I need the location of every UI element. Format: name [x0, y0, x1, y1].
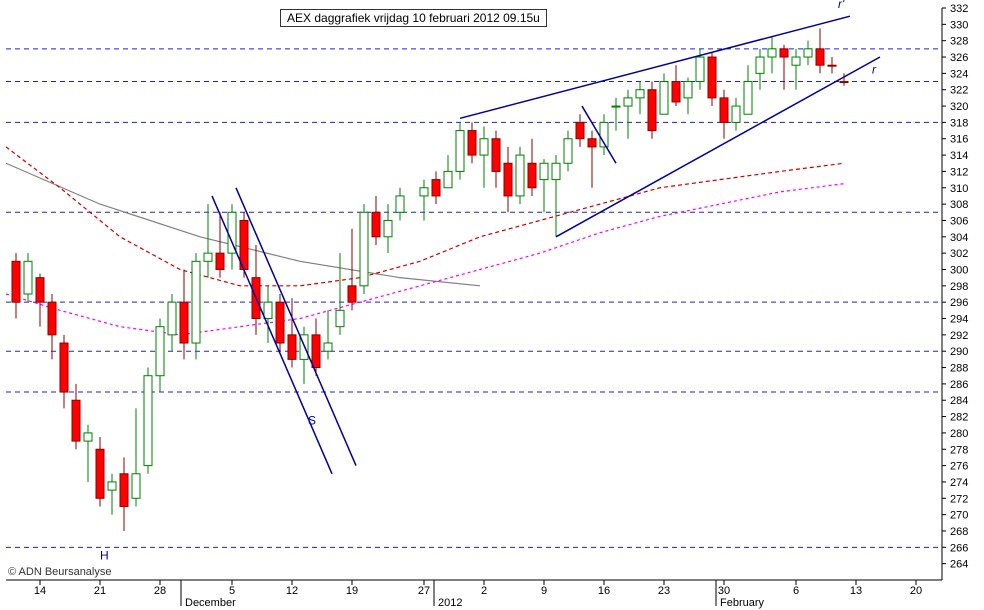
- svg-text:276: 276: [950, 461, 968, 473]
- svg-text:332: 332: [950, 3, 968, 15]
- svg-text:27: 27: [418, 585, 430, 597]
- svg-text:286: 286: [950, 379, 968, 391]
- svg-text:274: 274: [950, 477, 968, 489]
- svg-text:314: 314: [950, 150, 968, 162]
- svg-text:December: December: [185, 597, 236, 609]
- svg-text:264: 264: [950, 559, 968, 571]
- svg-text:278: 278: [950, 444, 968, 456]
- svg-text:2012: 2012: [438, 597, 462, 609]
- svg-text:5: 5: [229, 585, 235, 597]
- svg-text:330: 330: [950, 19, 968, 31]
- svg-text:19: 19: [346, 585, 358, 597]
- svg-text:13: 13: [850, 585, 862, 597]
- svg-text:268: 268: [950, 526, 968, 538]
- svg-text:23: 23: [658, 585, 670, 597]
- svg-text:266: 266: [950, 542, 968, 554]
- svg-text:282: 282: [950, 412, 968, 424]
- svg-text:300: 300: [950, 264, 968, 276]
- svg-text:304: 304: [950, 232, 968, 244]
- svg-text:326: 326: [950, 52, 968, 64]
- svg-text:294: 294: [950, 314, 968, 326]
- svg-text:292: 292: [950, 330, 968, 342]
- svg-text:28: 28: [154, 585, 166, 597]
- svg-text:272: 272: [950, 493, 968, 505]
- svg-text:302: 302: [950, 248, 968, 260]
- svg-text:320: 320: [950, 101, 968, 113]
- svg-text:318: 318: [950, 117, 968, 129]
- svg-text:328: 328: [950, 36, 968, 48]
- svg-text:322: 322: [950, 85, 968, 97]
- svg-text:310: 310: [950, 183, 968, 195]
- svg-text:r': r': [838, 0, 845, 11]
- copyright-label: © ADN Beursanalyse: [8, 566, 112, 578]
- svg-text:16: 16: [598, 585, 610, 597]
- svg-text:r: r: [872, 62, 877, 76]
- svg-text:296: 296: [950, 297, 968, 309]
- svg-text:308: 308: [950, 199, 968, 211]
- svg-text:288: 288: [950, 363, 968, 375]
- chart-title: AEX daggrafiek vrijdag 10 februari 2012 …: [280, 9, 547, 27]
- svg-text:270: 270: [950, 510, 968, 522]
- svg-text:6: 6: [793, 585, 799, 597]
- svg-text:20: 20: [910, 585, 922, 597]
- svg-text:21: 21: [94, 585, 106, 597]
- svg-text:324: 324: [950, 68, 968, 80]
- chart-svg: 2642662682702722742762782802822842862882…: [0, 0, 984, 610]
- svg-text:280: 280: [950, 428, 968, 440]
- svg-text:14: 14: [34, 585, 46, 597]
- svg-text:H: H: [100, 549, 109, 563]
- svg-text:284: 284: [950, 395, 968, 407]
- svg-text:312: 312: [950, 166, 968, 178]
- chart-container: AEX daggrafiek vrijdag 10 februari 2012 …: [0, 0, 984, 610]
- svg-text:2: 2: [481, 585, 487, 597]
- svg-text:February: February: [720, 597, 765, 609]
- svg-text:S: S: [308, 414, 316, 428]
- svg-text:298: 298: [950, 281, 968, 293]
- svg-text:316: 316: [950, 134, 968, 146]
- svg-text:12: 12: [286, 585, 298, 597]
- svg-text:9: 9: [541, 585, 547, 597]
- svg-text:290: 290: [950, 346, 968, 358]
- svg-text:30: 30: [718, 585, 730, 597]
- svg-text:306: 306: [950, 215, 968, 227]
